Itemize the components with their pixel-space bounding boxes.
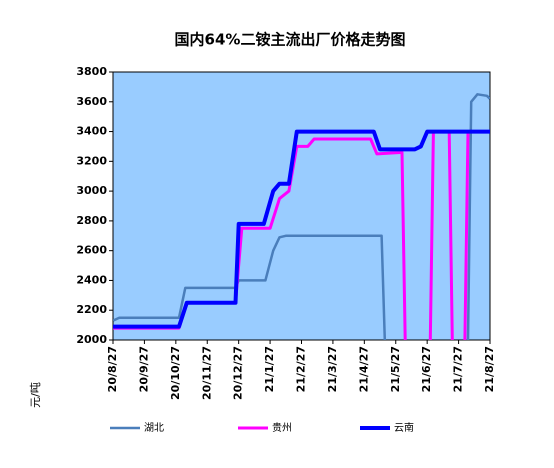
x-tick-label: 21/5/27 (389, 346, 402, 392)
y-tick-label: 3800 (76, 65, 107, 78)
series-line (113, 129, 490, 329)
x-tick-label: 21/4/27 (357, 346, 370, 392)
y-tick-label: 3600 (76, 95, 107, 108)
plot-area (112, 71, 491, 341)
y-axis-label: 元/吨 (29, 382, 42, 408)
x-tick-label: 21/8/27 (483, 346, 496, 392)
x-tick-label: 21/2/27 (295, 346, 308, 392)
x-tick-label: 21/3/27 (326, 346, 339, 392)
x-tick-label: 20/12/27 (232, 346, 245, 400)
series-line (113, 93, 490, 340)
x-tick-label: 21/7/27 (452, 346, 465, 392)
y-tick-label: 2000 (76, 333, 107, 346)
y-tick-label: 2600 (76, 244, 107, 257)
y-tick-label: 3400 (76, 125, 107, 138)
x-tick-label: 21/1/27 (263, 346, 276, 392)
legend-label: 湖北 (144, 422, 164, 434)
legend-label: 云南 (394, 421, 414, 434)
x-tick-label: 20/8/27 (106, 346, 119, 392)
y-tick-label: 3000 (76, 184, 107, 197)
y-tick-label: 3200 (76, 154, 107, 167)
y-tick-label: 2800 (76, 214, 107, 227)
x-tick-label: 20/11/27 (200, 346, 213, 400)
y-tick-label: 2200 (76, 303, 107, 316)
legend-label: 贵州 (272, 421, 292, 434)
y-tick-label: 2400 (76, 273, 107, 286)
x-tick-label: 20/9/27 (137, 346, 150, 392)
x-tick-label: 21/6/27 (420, 346, 433, 392)
chart-title: 国内64%二铵主流出厂价格走势图 (175, 31, 406, 49)
x-tick-label: 20/10/27 (169, 346, 182, 400)
